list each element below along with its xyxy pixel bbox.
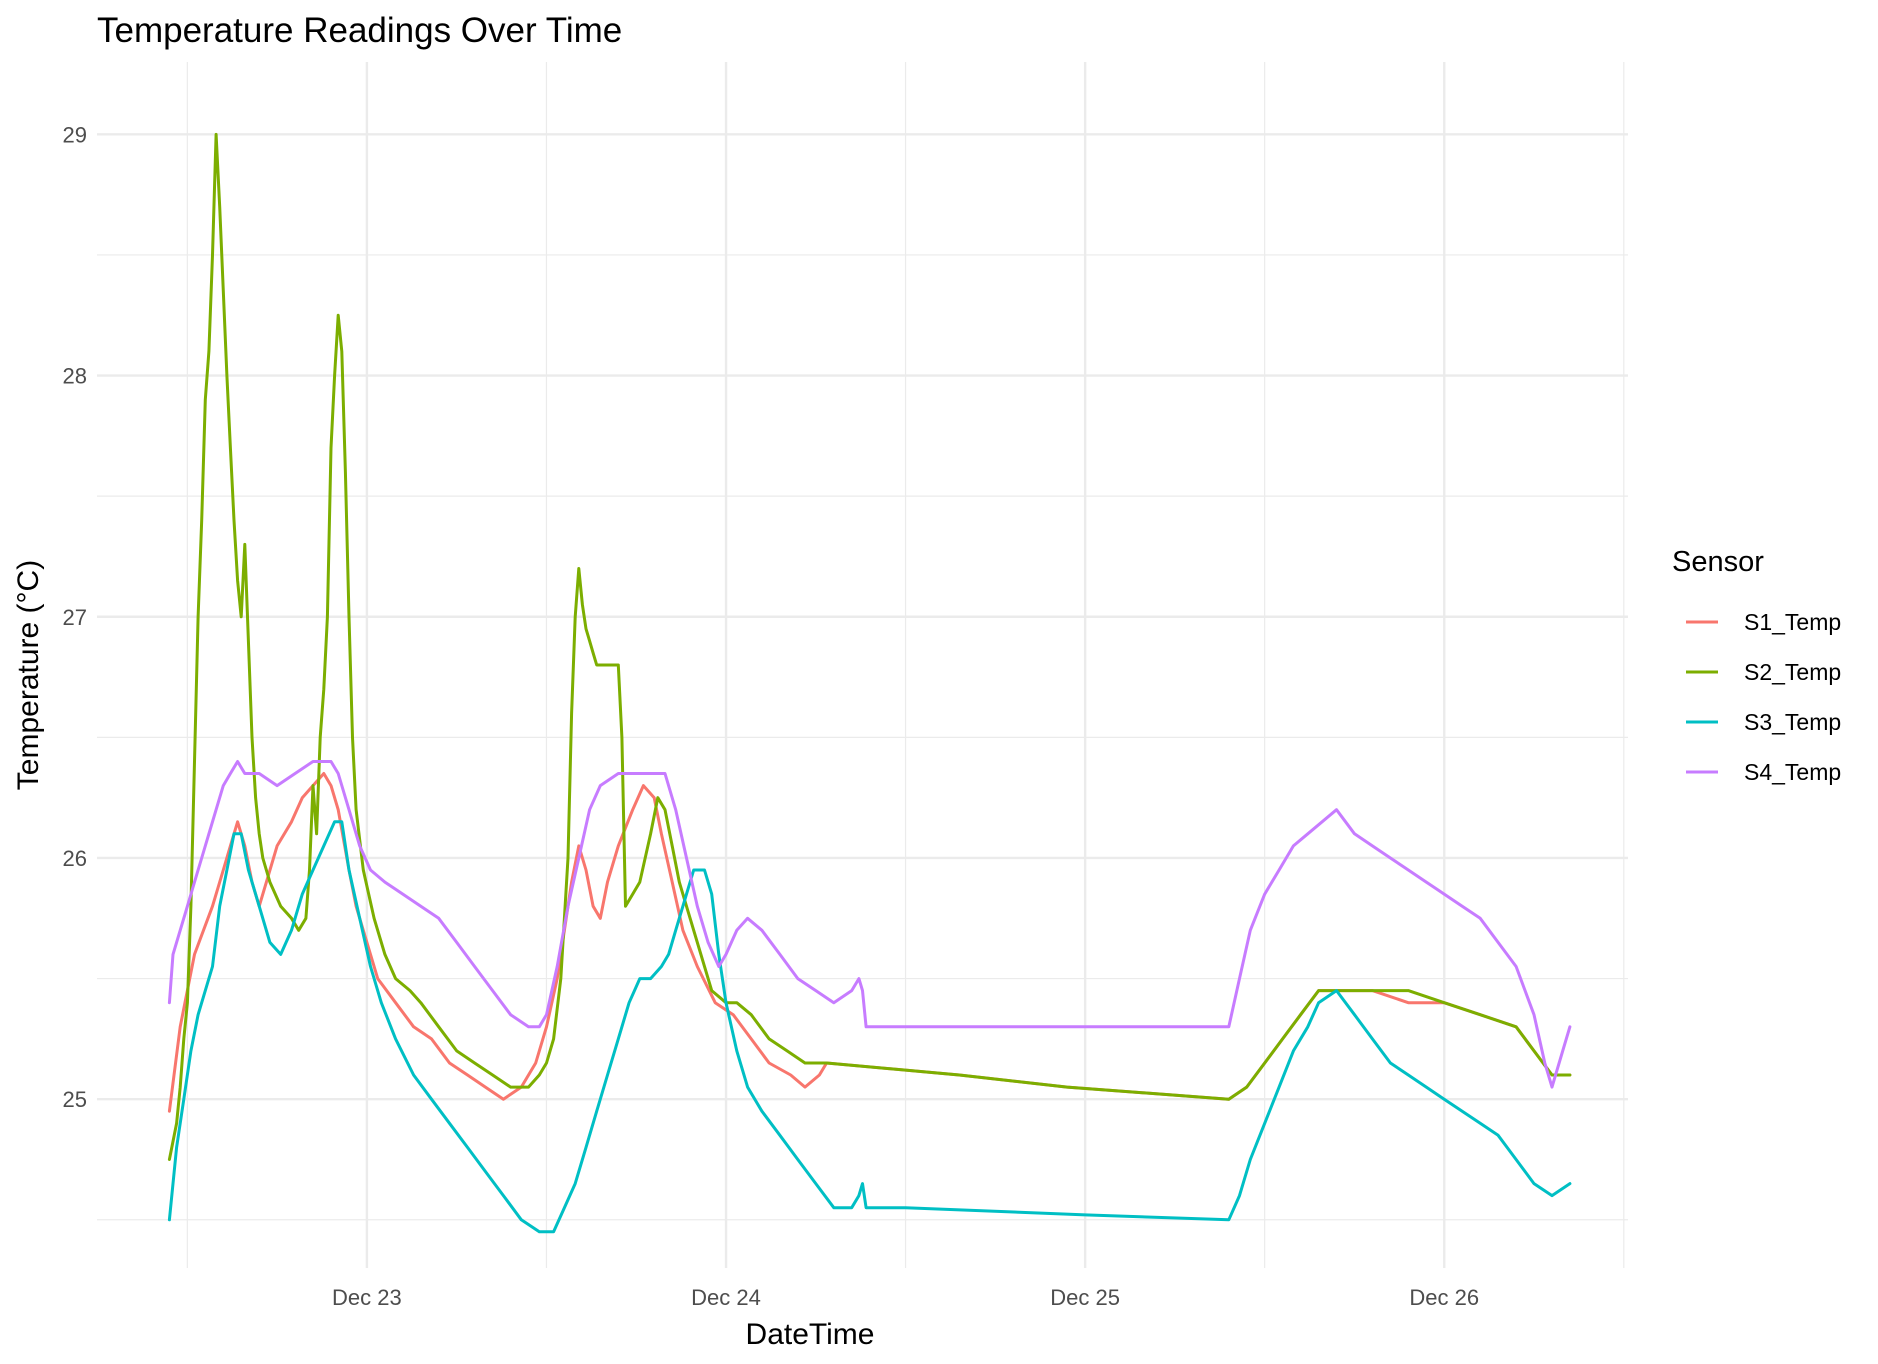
chart-title: Temperature Readings Over Time: [97, 11, 622, 50]
x-tick-label: Dec 25: [1050, 1285, 1120, 1310]
y-tick-label: 26: [63, 846, 87, 871]
series-layer: [167, 132, 1572, 1234]
legend-title: Sensor: [1672, 546, 1764, 578]
x-tick-label: Dec 23: [332, 1285, 402, 1310]
y-tick-label: 29: [63, 122, 87, 147]
legend-label: S1_Temp: [1744, 609, 1841, 635]
y-axis-label: Temperature (°C): [12, 560, 45, 790]
series-line-s1-temp: [167, 772, 1572, 1113]
y-axis-ticks: 25 26 27 28 29: [63, 122, 87, 1112]
x-tick-label: Dec 24: [691, 1285, 761, 1310]
series-line-s2-temp: [167, 132, 1572, 1161]
y-tick-label: 28: [63, 364, 87, 389]
grid: [97, 62, 1628, 1268]
y-tick-label: 25: [63, 1087, 87, 1112]
legend-label: S4_Temp: [1744, 759, 1841, 785]
x-tick-label: Dec 26: [1409, 1285, 1479, 1310]
x-axis-label: DateTime: [746, 1318, 875, 1351]
series-line-s4-temp: [167, 760, 1572, 1089]
legend-label: S2_Temp: [1744, 659, 1841, 685]
x-axis-ticks: Dec 23 Dec 24 Dec 25 Dec 26: [332, 1285, 1479, 1310]
y-tick-label: 27: [63, 605, 87, 630]
legend-label: S3_Temp: [1744, 709, 1841, 735]
series-line-s3-temp: [167, 820, 1572, 1234]
legend: Sensor S1_Temp S2_Temp S3_Temp S4_Temp: [1672, 546, 1841, 785]
